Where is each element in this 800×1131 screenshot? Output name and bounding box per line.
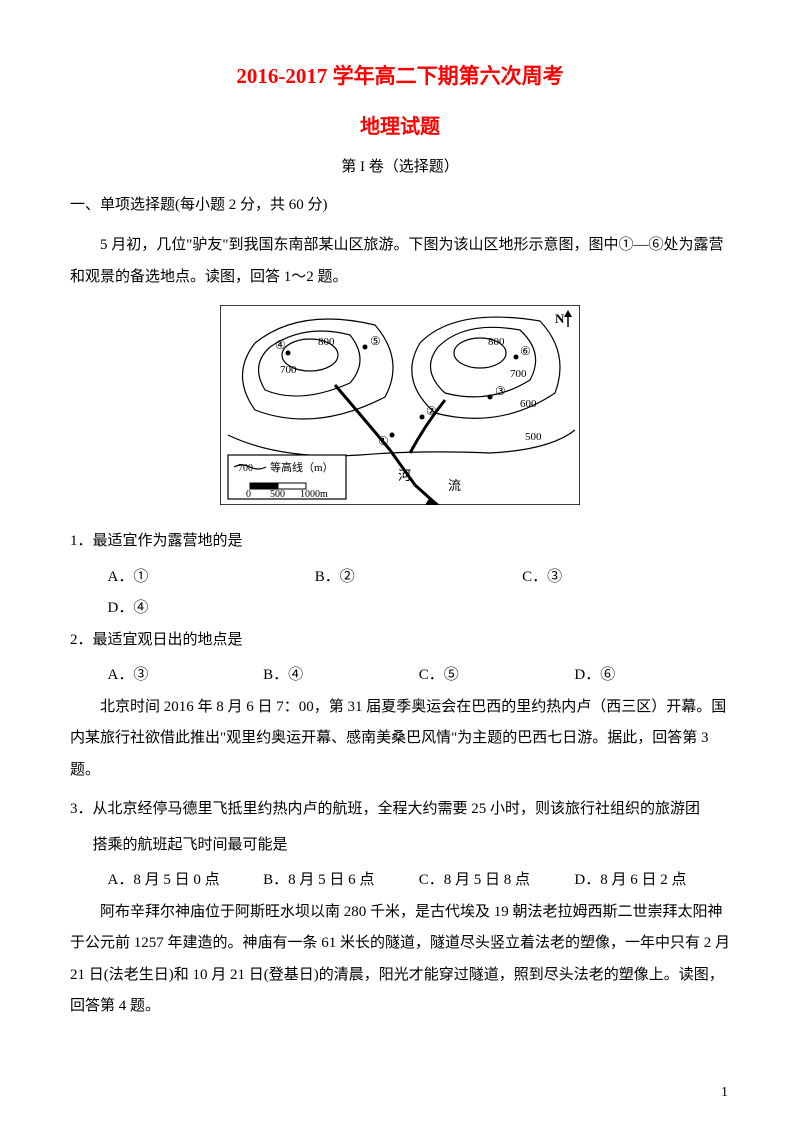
q2-a: A．③ <box>108 660 264 692</box>
section-header: 第 I 卷（选择题） <box>70 155 730 176</box>
q3-b: B．8 月 5 日 6 点 <box>263 865 419 897</box>
intro-q3: 北京时间 2016 年 8 月 6 日 7：00，第 31 届夏季奥运会在巴西的… <box>70 692 730 787</box>
page-number: 1 <box>721 1085 728 1101</box>
intro-q1q2: 5 月初，几位"驴友"到我国东南部某山区旅游。下图为该山区地形示意图，图中①—⑥… <box>70 230 730 293</box>
q1-d: D．④ <box>108 593 731 625</box>
q3-text2: 搭乘的航班起飞时间最可能是 <box>70 830 730 862</box>
legend-value: 700 <box>238 463 253 474</box>
legend-label: 等高线（m） <box>270 460 334 474</box>
q3-d: D．8 月 6 日 2 点 <box>574 865 730 897</box>
marker-5: ⑤ <box>370 334 381 348</box>
q1-a: A．① <box>108 562 315 594</box>
contour-label: 800 <box>318 336 335 348</box>
part-title: 一、单项选择题(每小题 2 分，共 60 分) <box>70 190 730 220</box>
q1-options: A．① B．② C．③ D．④ <box>70 562 730 625</box>
q3-c: C．8 月 5 日 8 点 <box>419 865 575 897</box>
q3-a: A．8 月 5 日 0 点 <box>108 865 264 897</box>
figure-contour-map: 800 700 800 700 600 500 ④ ⑤ ⑥ ③ ① ② 河 流 … <box>70 305 730 510</box>
scale-500: 500 <box>270 489 285 500</box>
contour-label: 700 <box>510 368 527 380</box>
marker-1: ① <box>378 434 389 448</box>
river-label: 河 <box>398 468 411 483</box>
marker-6: ⑥ <box>520 344 531 358</box>
scale-0: 0 <box>246 489 251 500</box>
contour-label: 500 <box>525 431 542 443</box>
marker-4: ④ <box>275 338 286 352</box>
q2-b: B．④ <box>263 660 419 692</box>
marker-2: ② <box>426 404 437 418</box>
scale-1000: 1000m <box>300 489 328 500</box>
q2-options: A．③ B．④ C．⑤ D．⑥ <box>70 660 730 692</box>
q3-text: 3．从北京经停马德里飞抵里约热内卢的航班，全程大约需要 25 小时，则该旅行社组… <box>70 794 730 826</box>
exam-title: 2016-2017 学年高二下期第六次周考 <box>70 60 730 90</box>
q2-text: 2．最适宜观日出的地点是 <box>70 625 730 657</box>
marker-3: ③ <box>495 384 506 398</box>
q2-c: C．⑤ <box>419 660 575 692</box>
q2-d: D．⑥ <box>574 660 730 692</box>
contour-label: 600 <box>520 398 537 410</box>
river-label: 流 <box>448 478 461 493</box>
contour-label: 800 <box>488 336 505 348</box>
q1-b: B．② <box>315 562 522 594</box>
intro-q4: 阿布辛拜尔神庙位于阿斯旺水坝以南 280 千米，是古代埃及 19 朝法老拉姆西斯… <box>70 897 730 1023</box>
q1-c: C．③ <box>522 562 729 594</box>
contour-label: 700 <box>280 364 297 376</box>
north-label: N <box>555 311 565 326</box>
q3-options: A．8 月 5 日 0 点 B．8 月 5 日 6 点 C．8 月 5 日 8 … <box>70 865 730 897</box>
q1-text: 1．最适宜作为露营地的是 <box>70 526 730 558</box>
exam-subject: 地理试题 <box>70 110 730 139</box>
